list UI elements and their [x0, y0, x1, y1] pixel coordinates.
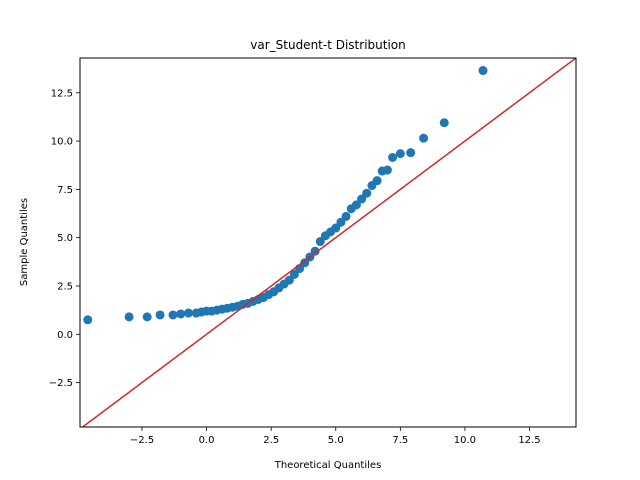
data-point — [289, 269, 299, 279]
data-point — [372, 176, 382, 186]
x-tick-label: 2.5 — [263, 435, 279, 446]
data-point — [419, 133, 429, 143]
x-axis: −2.5 0.0 2.5 5.0 7.5 10.0 12.5 — [130, 427, 541, 446]
y-axis-label: Sample Quantiles — [19, 198, 30, 286]
x-tick-label: 7.5 — [392, 435, 408, 446]
data-point — [124, 312, 134, 322]
x-tick-label: 12.5 — [518, 435, 540, 446]
data-point — [184, 308, 193, 318]
data-point — [310, 246, 320, 256]
data-point — [357, 194, 367, 204]
data-point — [176, 309, 186, 319]
y-tick-label: 7.5 — [57, 185, 73, 196]
y-tick-label: 5.0 — [57, 233, 73, 244]
data-point — [284, 275, 294, 285]
data-point — [168, 310, 178, 320]
data-point — [382, 165, 392, 175]
x-tick-label: 10.0 — [454, 435, 476, 446]
data-point — [478, 66, 488, 76]
x-tick-label: 0.0 — [199, 435, 215, 446]
data-point — [351, 200, 361, 210]
plot-frame — [79, 57, 577, 428]
y-tick-label: 10.0 — [51, 137, 73, 148]
plot-area — [81, 58, 576, 427]
data-point — [406, 148, 416, 158]
reference-line — [81, 58, 576, 427]
data-point — [336, 217, 346, 227]
data-point — [388, 152, 398, 162]
data-point — [341, 211, 351, 221]
x-tick-label: −2.5 — [130, 435, 154, 446]
data-point — [142, 312, 152, 322]
y-tick-label: 0.0 — [57, 330, 73, 341]
x-axis-label: Theoretical Quantiles — [274, 460, 382, 471]
data-point — [83, 315, 93, 325]
x-tick-label: 5.0 — [328, 435, 344, 446]
y-axis: −2.5 0.0 2.5 5.0 7.5 10.0 12.5 — [49, 88, 80, 389]
chart-title: var_Student-t Distribution — [250, 38, 405, 52]
data-point — [155, 310, 165, 320]
data-point — [362, 188, 372, 198]
y-tick-label: 2.5 — [57, 281, 73, 292]
data-point — [300, 258, 310, 268]
y-tick-label: 12.5 — [51, 88, 73, 99]
y-tick-label: −2.5 — [49, 378, 73, 389]
data-point — [395, 149, 405, 159]
data-point — [439, 118, 449, 128]
data-point — [331, 223, 341, 233]
data-point — [315, 237, 325, 247]
